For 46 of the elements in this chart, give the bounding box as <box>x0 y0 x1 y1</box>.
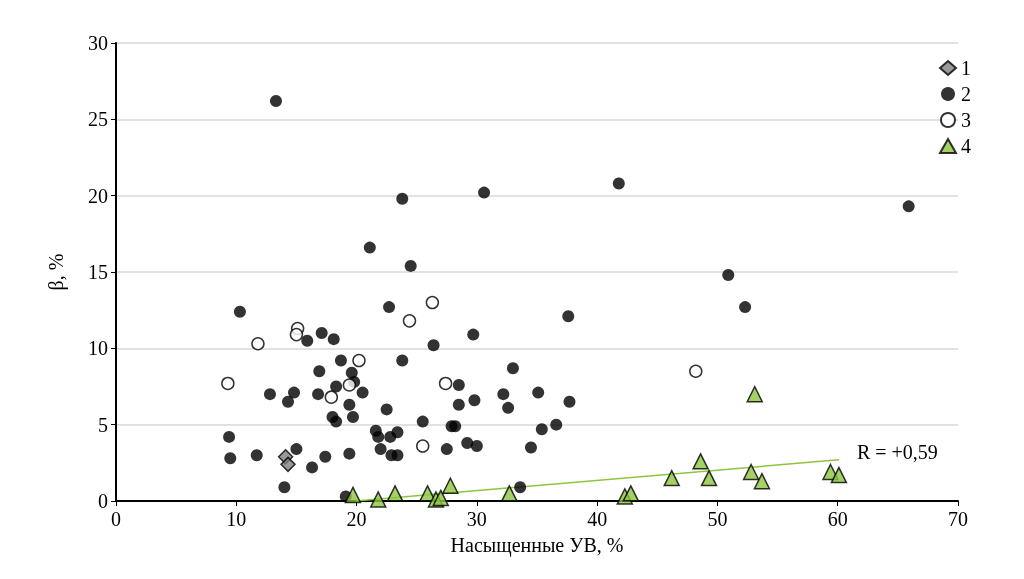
x-tick-label: 50 <box>707 508 728 530</box>
legend-label: 2 <box>961 83 971 105</box>
point <box>746 385 763 403</box>
point <box>692 453 709 470</box>
point <box>415 439 430 453</box>
y-tick-label: 20 <box>88 184 108 207</box>
point <box>700 469 718 487</box>
point <box>352 353 366 368</box>
point <box>369 491 387 508</box>
point <box>280 456 296 473</box>
y-tick-label: 5 <box>98 413 108 436</box>
annotation: R = +0,59 <box>856 440 938 463</box>
legend-label: 4 <box>961 135 971 157</box>
y-tick-label: 15 <box>88 261 108 283</box>
point <box>663 469 680 487</box>
point <box>419 485 436 502</box>
point <box>386 485 404 502</box>
point <box>622 485 640 502</box>
y-axis-title: β, % <box>45 253 68 291</box>
x-tick-label: 70 <box>948 508 968 530</box>
point <box>425 295 440 310</box>
point <box>742 463 760 481</box>
point <box>251 337 265 351</box>
legend-label: 1 <box>961 57 971 79</box>
legend-label: 3 <box>961 109 971 131</box>
y-tick-label: 30 <box>88 32 108 54</box>
point <box>501 485 518 502</box>
point <box>402 314 417 328</box>
y-tick-label: 0 <box>98 490 108 512</box>
point <box>689 364 703 378</box>
x-tick-label: 10 <box>226 508 247 530</box>
y-tick-label: 25 <box>88 108 108 131</box>
point <box>221 376 235 391</box>
x-tick-label: 20 <box>346 508 367 530</box>
point <box>432 489 450 507</box>
point <box>438 376 453 391</box>
point <box>753 472 771 490</box>
x-tick-label: 40 <box>587 508 608 530</box>
point <box>442 477 459 494</box>
x-axis-title: Насыщенные УВ, % <box>450 534 624 557</box>
y-tick-label: 10 <box>88 337 108 360</box>
point <box>324 390 339 404</box>
x-tick-label: 30 <box>466 508 487 530</box>
point <box>289 327 304 342</box>
x-tick-label: 60 <box>827 508 848 530</box>
point <box>830 466 848 484</box>
